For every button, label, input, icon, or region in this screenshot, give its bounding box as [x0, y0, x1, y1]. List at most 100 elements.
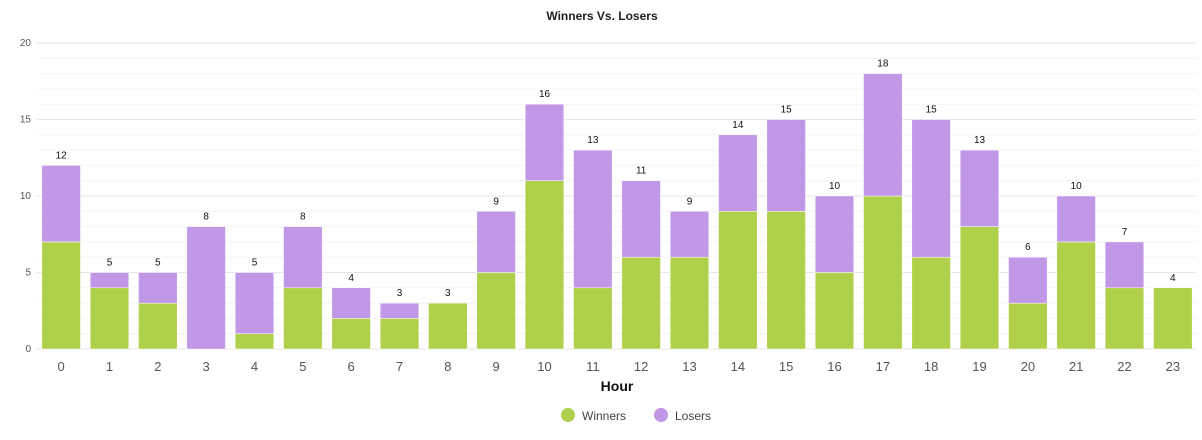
x-tick-label: 4: [251, 359, 258, 374]
bar-losers-3[interactable]: [186, 226, 226, 350]
bar-winners-0[interactable]: [41, 241, 81, 350]
bar-winners-8[interactable]: [428, 302, 468, 350]
x-tick-label: 2: [154, 359, 161, 374]
bar-losers-15[interactable]: [766, 119, 806, 212]
x-tick-label: 21: [1069, 359, 1083, 374]
data-label-total-8: 3: [445, 288, 451, 299]
data-label-total-2: 5: [155, 258, 161, 269]
y-tick-label: 0: [25, 344, 31, 355]
x-tick-label: 14: [731, 359, 745, 374]
data-label-total-16: 10: [829, 181, 841, 192]
data-label-total-22: 7: [1122, 227, 1128, 238]
data-label-total-11: 13: [587, 135, 599, 146]
y-tick-label: 5: [25, 268, 31, 279]
bar-winners-1[interactable]: [89, 287, 130, 350]
x-tick-label: 3: [203, 359, 210, 374]
data-label-total-17: 18: [877, 59, 889, 70]
bar-losers-11[interactable]: [573, 149, 613, 289]
bar-winners-18[interactable]: [911, 256, 951, 350]
data-label-total-4: 5: [252, 258, 258, 269]
bar-losers-14[interactable]: [718, 134, 758, 212]
bar-losers-12[interactable]: [621, 180, 661, 258]
data-label-total-23: 4: [1170, 273, 1176, 284]
x-tick-label: 22: [1117, 359, 1131, 374]
bar-losers-0[interactable]: [41, 165, 81, 243]
legend-item-winners[interactable]: Winners: [561, 408, 626, 423]
x-tick-label: 16: [827, 359, 841, 374]
bar-winners-5[interactable]: [283, 287, 323, 350]
bar-losers-17[interactable]: [863, 73, 903, 197]
x-tick-label: 0: [58, 359, 65, 374]
bar-losers-16[interactable]: [814, 195, 855, 273]
x-tick-label: 7: [396, 359, 403, 374]
x-tick-label: 8: [444, 359, 451, 374]
data-label-total-1: 5: [107, 258, 113, 269]
x-tick-label: 13: [682, 359, 696, 374]
bar-winners-2[interactable]: [138, 302, 178, 350]
bar-losers-7[interactable]: [379, 302, 420, 319]
x-tick-label: 17: [876, 359, 890, 374]
bar-winners-16[interactable]: [814, 272, 855, 350]
legend-swatch-winners: [561, 408, 575, 422]
bar-winners-17[interactable]: [863, 195, 903, 350]
bar-losers-21[interactable]: [1056, 195, 1096, 243]
legend: Winners Losers: [561, 408, 711, 423]
x-axis: 0 1 2 3 4 5 6 7 8 9 10 11 12 13 14 15 16 17 18 19 20 21 22 23: [58, 359, 1181, 374]
bar-winners-4[interactable]: [234, 333, 275, 350]
bar-losers-10[interactable]: [524, 103, 565, 181]
bar-winners-14[interactable]: [718, 211, 758, 350]
legend-swatch-losers: [654, 408, 668, 422]
bar-winners-20[interactable]: [1008, 302, 1048, 350]
y-tick-label: 15: [20, 115, 32, 126]
data-label-total-14: 14: [732, 120, 744, 131]
data-label-total-5: 8: [300, 212, 306, 223]
bar-winners-7[interactable]: [379, 318, 420, 350]
bar-losers-2[interactable]: [138, 272, 178, 304]
bar-winners-23[interactable]: [1153, 287, 1193, 350]
x-tick-label: 15: [779, 359, 793, 374]
bar-losers-19[interactable]: [959, 149, 1000, 227]
x-tick-label: 19: [972, 359, 986, 374]
bar-losers-22[interactable]: [1104, 241, 1145, 289]
legend-label-winners: Winners: [582, 409, 626, 423]
bar-winners-10[interactable]: [524, 180, 565, 350]
bar-winners-22[interactable]: [1104, 287, 1145, 350]
bar-winners-9[interactable]: [476, 272, 516, 350]
bar-winners-12[interactable]: [621, 256, 661, 350]
legend-label-losers: Losers: [675, 409, 711, 423]
x-tick-label: 23: [1166, 359, 1180, 374]
data-label-total-3: 8: [203, 212, 209, 223]
bar-winners-15[interactable]: [766, 211, 806, 350]
data-label-total-19: 13: [974, 135, 986, 146]
x-tick-label: 11: [586, 359, 600, 374]
x-tick-label: 18: [924, 359, 938, 374]
bar-winners-11[interactable]: [573, 287, 613, 350]
x-tick-label: 6: [348, 359, 355, 374]
bar-losers-18[interactable]: [911, 119, 951, 258]
bar-losers-1[interactable]: [89, 272, 130, 289]
y-axis: 0 5 10 15 20: [20, 38, 32, 355]
data-label-total-12: 11: [636, 166, 647, 177]
data-label-total-7: 3: [397, 288, 403, 299]
bar-losers-13[interactable]: [669, 211, 710, 258]
x-tick-label: 10: [537, 359, 551, 374]
bars: [41, 73, 1193, 350]
bar-losers-6[interactable]: [331, 287, 371, 319]
bar-winners-19[interactable]: [959, 226, 1000, 350]
legend-item-losers[interactable]: Losers: [654, 408, 711, 423]
data-label-total-6: 4: [348, 273, 354, 284]
x-tick-label: 1: [106, 359, 113, 374]
bar-losers-4[interactable]: [234, 272, 275, 334]
bar-losers-9[interactable]: [476, 211, 516, 273]
data-label-total-18: 15: [926, 105, 938, 116]
bar-winners-21[interactable]: [1056, 241, 1096, 350]
y-tick-label: 20: [20, 38, 32, 49]
bar-winners-13[interactable]: [669, 256, 710, 350]
bar-losers-5[interactable]: [283, 226, 323, 289]
bar-winners-6[interactable]: [331, 318, 371, 350]
data-label-total-13: 9: [687, 196, 693, 207]
chart-title: Winners Vs. Losers: [546, 9, 658, 23]
bar-losers-20[interactable]: [1008, 256, 1048, 304]
